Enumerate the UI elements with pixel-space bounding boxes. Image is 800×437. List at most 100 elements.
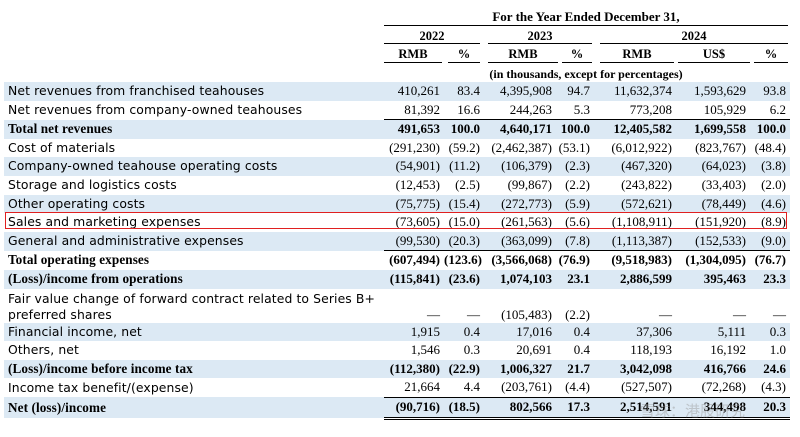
unit-header-usd-2024: US$	[702, 47, 726, 61]
value-cell: 1,546	[410, 342, 440, 358]
unit-header-pct-2022: %	[457, 47, 471, 61]
row-label: Others, net	[8, 342, 79, 358]
row-label: Sales and marketing expenses	[8, 214, 201, 230]
table-row: Net revenues from franchised teahouses 41…	[4, 82, 790, 101]
value-cell: (22.9)	[444, 359, 484, 379]
unit-rule	[678, 62, 750, 63]
value-cell: 344,498	[676, 396, 750, 420]
table-row: Financial income, net 1,915 0.4 17,016 0.4 37…	[4, 322, 790, 342]
income-statement-table: Net revenues from franchised teahouses 41…	[4, 82, 790, 420]
value-cell: 3,042,098	[594, 359, 676, 379]
value-cell: (73,605)	[395, 214, 440, 230]
value-cell: (291,230)	[389, 139, 440, 155]
value-cell: (363,099)	[484, 231, 556, 251]
value-cell: (8.9)	[761, 214, 786, 230]
value-cell: (2.2)	[565, 306, 590, 322]
row-label: Company-owned teahouse operating costs	[4, 157, 384, 176]
header-rule	[384, 25, 788, 26]
row-label: (Loss)/income from operations	[4, 269, 384, 289]
value-cell: 410,261	[384, 82, 444, 101]
value-cell: (9,518,983)	[594, 250, 676, 270]
value-cell: (115,841)	[384, 269, 444, 289]
row-label: Total operating expenses	[8, 252, 150, 268]
value-cell: 21.7	[556, 359, 594, 379]
value-cell: 1,915	[384, 322, 444, 342]
value-cell: (1,304,095)	[676, 250, 750, 270]
value-cell: (467,320)	[594, 157, 676, 176]
value-cell: 94.7	[556, 82, 594, 101]
unit-header-rmb-2024: RMB	[622, 47, 652, 61]
year-header-2022: 2022	[419, 29, 445, 43]
unit-rule	[600, 62, 674, 63]
unit-rule	[754, 62, 788, 63]
value-cell: (261,563)	[501, 214, 552, 230]
value-cell: (9.0)	[750, 231, 790, 251]
value-cell: (527,507)	[621, 379, 672, 395]
row-label: Other operating costs	[4, 194, 384, 214]
value-cell: (4.4)	[565, 379, 590, 395]
value-cell: (64,023)	[676, 157, 750, 176]
value-cell: (23.6)	[444, 269, 484, 289]
unit-header-rmb-2022: RMB	[398, 47, 428, 61]
value-cell: 1,006,327	[484, 359, 556, 379]
value-cell: —	[427, 306, 440, 322]
value-cell: (152,533)	[676, 231, 750, 251]
value-cell: (151,920)	[695, 214, 746, 230]
value-cell: (1,113,387)	[594, 231, 676, 251]
row-label: (Loss)/income before income tax	[4, 359, 384, 379]
table-period-header: For the Year Ended December 31,	[492, 9, 680, 24]
value-cell: (76.9)	[556, 250, 594, 270]
value-cell: (106,379)	[484, 157, 556, 176]
table-row: Sales and marketing expenses (73,605) (15.…	[4, 213, 790, 232]
value-cell: (54,901)	[384, 157, 444, 176]
value-cell: (48.4)	[754, 139, 786, 155]
value-cell: (5.6)	[565, 214, 590, 230]
value-cell: (72,268)	[701, 379, 746, 395]
row-label: Storage and logistics costs	[8, 176, 177, 192]
value-cell: (2.2)	[565, 176, 590, 192]
value-cell: (4.3)	[761, 379, 786, 395]
value-cell: (59.2)	[448, 139, 480, 155]
value-cell: 395,463	[676, 269, 750, 289]
value-cell: (99,530)	[384, 231, 444, 251]
value-cell: 244,263	[509, 101, 552, 117]
value-cell: (1,108,911)	[611, 214, 672, 230]
value-cell: (33,403)	[701, 176, 746, 192]
value-cell: 37,306	[594, 322, 676, 342]
value-cell: (99,867)	[507, 176, 552, 192]
table-row: (Loss)/income before income tax (112,380)…	[4, 359, 790, 379]
year-header-2023: 2023	[527, 29, 553, 43]
row-label: Financial income, net	[4, 322, 384, 342]
unit-rule	[488, 62, 558, 63]
row-label: Income tax benefit/(expense)	[8, 379, 194, 395]
value-cell: 23.3	[750, 269, 790, 289]
value-cell: (11.2)	[444, 157, 484, 176]
value-cell: (15.4)	[444, 194, 484, 214]
year-rule-2023	[488, 43, 592, 44]
value-cell: (78,449)	[676, 194, 750, 214]
table-row: Income tax benefit/(expense) 21,664 4.4 (20…	[4, 378, 790, 397]
table-row: Company-owned teahouse operating costs (5…	[4, 157, 790, 176]
row-label: Net revenues from franchised teahouses	[4, 82, 384, 101]
value-cell: (3,566,068)	[484, 250, 556, 270]
value-cell: 20.3	[750, 396, 790, 420]
value-cell: 4.4	[463, 379, 480, 395]
value-cell: 24.6	[750, 359, 790, 379]
value-cell: —	[773, 306, 786, 322]
value-cell: 16.6	[457, 101, 480, 117]
value-cell: 17.3	[556, 396, 594, 420]
table-row: Total operating expenses (607,494) (123.6)…	[4, 250, 790, 270]
value-cell: 11,632,374	[594, 82, 676, 101]
units-note: (in thousands, except for percentages)	[489, 67, 683, 81]
value-cell: (243,822)	[621, 176, 672, 192]
value-cell: (75,775)	[384, 194, 444, 214]
value-cell: 5,111	[676, 322, 750, 342]
value-cell: (123.6)	[444, 250, 484, 270]
row-label: Total net revenues	[4, 119, 384, 139]
row-label: Cost of materials	[8, 139, 116, 155]
value-cell: 17,016	[484, 322, 556, 342]
value-cell: 23.1	[556, 269, 594, 289]
table-row: Cost of materials (291,230) (59.2) (2,462,3…	[4, 139, 790, 158]
table-row: Fair value change of forward contract re…	[4, 289, 790, 323]
value-cell: (3.8)	[750, 157, 790, 176]
